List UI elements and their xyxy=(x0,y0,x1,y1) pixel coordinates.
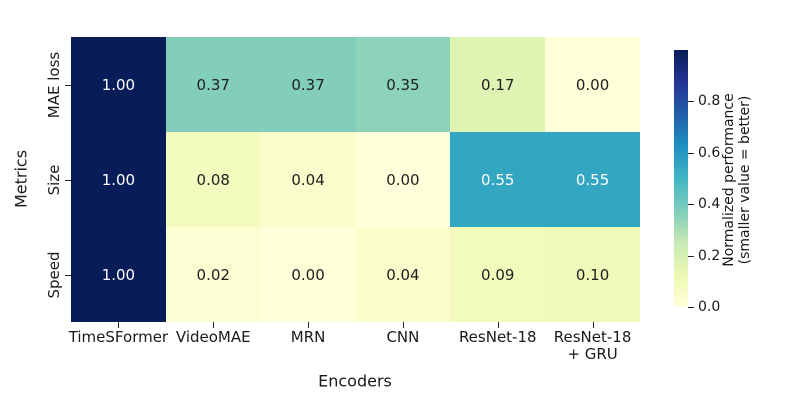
heatmap-cell: 0.55 xyxy=(450,132,546,227)
heatmap-cell: 0.37 xyxy=(260,37,356,132)
colorbar-label-line1: Normalized performance xyxy=(721,93,737,267)
tick-mark xyxy=(65,274,71,276)
tick-mark xyxy=(213,322,215,328)
x-tick-label: ResNet-18 + GRU xyxy=(553,328,632,363)
y-tick-label: Speed xyxy=(45,250,63,299)
heatmap-cell-value: 0.55 xyxy=(575,170,610,189)
heatmap-cell-value: 0.04 xyxy=(386,265,420,284)
heatmap-cell: 0.00 xyxy=(545,37,640,132)
tick-mark xyxy=(497,322,499,328)
y-tick-label: Size xyxy=(45,164,63,195)
heatmap-cell-value: 0.37 xyxy=(196,75,230,94)
heatmap-cell: 0.37 xyxy=(165,37,261,132)
tick-mark xyxy=(65,84,71,86)
heatmap-cell: 0.00 xyxy=(355,132,451,227)
tick-mark xyxy=(308,322,310,328)
colorbar-tick-label: 0.0 xyxy=(698,299,721,315)
tick-mark xyxy=(402,322,404,328)
heatmap-cell-value: 0.09 xyxy=(481,265,515,284)
colorbar xyxy=(674,50,688,307)
heatmap-plot-area: 1.00 0.37 0.37 0.35 0.17 0.00 1.00 0.08 0.04 0.00… xyxy=(71,37,640,322)
tick-mark xyxy=(118,322,120,328)
heatmap-cell-value: 1.00 xyxy=(101,265,136,284)
heatmap-cell-value: 0.00 xyxy=(386,170,420,189)
heatmap-cell: 0.00 xyxy=(260,227,356,322)
x-axis-label: Encoders xyxy=(318,371,392,391)
heatmap-cell-value: 0.17 xyxy=(481,75,515,94)
colorbar-label: Normalized performance (smaller value = … xyxy=(721,93,753,267)
colorbar-tick-mark xyxy=(688,307,694,308)
heatmap-cell: 0.10 xyxy=(545,227,640,322)
heatmap-cell: 1.00 xyxy=(71,37,166,132)
heatmap-cell-value: 1.00 xyxy=(101,170,136,189)
colorbar-tick-mark xyxy=(688,152,694,154)
colorbar-tick-label: 0.2 xyxy=(698,247,721,264)
y-tick-label: MAE loss xyxy=(45,51,63,118)
heatmap-cell: 0.08 xyxy=(165,132,261,227)
heatmap-cell: 0.04 xyxy=(355,227,451,322)
heatmap-cell: 0.09 xyxy=(450,227,546,322)
x-tick-label: CNN xyxy=(386,328,420,346)
colorbar-tick-label: 0.8 xyxy=(698,93,721,110)
heatmap-cell-value: 0.55 xyxy=(481,170,515,189)
x-tick-label: MRN xyxy=(290,328,326,346)
tick-mark xyxy=(592,322,594,328)
tick-mark xyxy=(65,179,71,181)
x-tick-label: ResNet-18 xyxy=(458,328,537,346)
y-axis-label: Metrics xyxy=(11,149,31,209)
colorbar-tick-label: 0.6 xyxy=(698,144,721,161)
colorbar-label-line2: (smaller value = better) xyxy=(737,95,753,265)
heatmap-cell: 0.17 xyxy=(450,37,546,132)
colorbar-tick-mark xyxy=(688,204,694,206)
heatmap-cell-value: 0.08 xyxy=(196,170,230,189)
heatmap-cell-value: 1.00 xyxy=(101,75,136,94)
heatmap-cell: 0.55 xyxy=(545,132,640,227)
heatmap-cell: 1.00 xyxy=(71,132,166,227)
heatmap-cell-value: 0.04 xyxy=(291,170,325,189)
heatmap-cell-value: 0.37 xyxy=(291,75,325,94)
heatmap-cell: 0.35 xyxy=(355,37,451,132)
heatmap-cell: 1.00 xyxy=(71,227,166,322)
heatmap-cell-value: 0.10 xyxy=(575,265,610,284)
x-tick-label: VideoMAE xyxy=(175,328,251,346)
heatmap-cell-value: 0.00 xyxy=(575,75,610,94)
heatmap-cell: 0.04 xyxy=(260,132,356,227)
colorbar-tick-mark xyxy=(688,101,694,103)
colorbar-tick-mark xyxy=(688,255,694,257)
colorbar-tick-label: 0.4 xyxy=(698,196,721,213)
x-tick-label: TimeSFormer xyxy=(68,328,169,346)
heatmap-cell-value: 0.35 xyxy=(386,75,420,94)
heatmap-cell-value: 0.02 xyxy=(196,265,230,284)
heatmap-cell-value: 0.00 xyxy=(291,265,325,284)
heatmap-cell: 0.02 xyxy=(165,227,261,322)
